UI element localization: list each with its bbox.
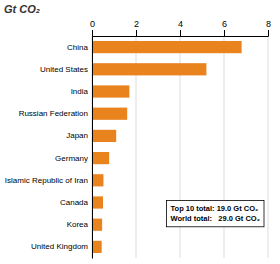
bar bbox=[92, 152, 109, 164]
y-tick-label: United States bbox=[40, 65, 88, 74]
x-tick-mark bbox=[92, 30, 93, 36]
x-tick-mark bbox=[224, 30, 225, 36]
bar bbox=[92, 108, 127, 120]
x-tick: 6 bbox=[222, 19, 227, 36]
grid-line bbox=[92, 36, 93, 258]
y-tick-label: Germany bbox=[55, 154, 88, 163]
grid bbox=[92, 36, 268, 258]
bar bbox=[92, 41, 242, 53]
x-tick-mark bbox=[136, 30, 137, 36]
y-tick: United States bbox=[40, 65, 88, 74]
x-axis-line bbox=[93, 30, 269, 37]
x-tick: 4 bbox=[178, 19, 183, 36]
y-axis-line bbox=[92, 37, 93, 259]
y-tick: Germany bbox=[55, 154, 88, 163]
bar bbox=[92, 174, 103, 186]
y-tick: China bbox=[67, 43, 88, 52]
bar bbox=[92, 85, 129, 97]
y-tick-label: Japan bbox=[66, 131, 88, 140]
x-tick: 2 bbox=[134, 19, 139, 36]
x-tick-mark bbox=[268, 30, 269, 36]
x-tick-mark bbox=[180, 30, 181, 36]
chart: Gt CO₂ 0 2 4 6 8 China United States India Russia… bbox=[0, 0, 280, 264]
annotation-text: Top 10 total: 19.0 Gt CO₂World total: 29… bbox=[171, 204, 260, 222]
x-tick: 0 bbox=[90, 19, 95, 36]
grid-line bbox=[268, 36, 269, 258]
y-tick: United Kingdom bbox=[31, 242, 88, 251]
bar bbox=[92, 196, 103, 208]
y-tick: Japan bbox=[66, 131, 88, 140]
annotation-box bbox=[167, 200, 264, 226]
y-tick: India bbox=[71, 87, 89, 96]
y-tick: Russian Federation bbox=[19, 109, 88, 118]
bar bbox=[92, 219, 102, 231]
bar bbox=[92, 241, 102, 253]
y-tick: Canada bbox=[60, 198, 89, 207]
annotation: Top 10 total: 19.0 Gt CO₂World total: 29… bbox=[167, 200, 264, 226]
y-tick: Islamic Republic of Iran bbox=[5, 176, 88, 185]
y-tick-label: Russian Federation bbox=[19, 109, 88, 118]
y-tick: Korea bbox=[67, 220, 89, 229]
y-tick-label: Canada bbox=[60, 198, 89, 207]
y-tick-label: Islamic Republic of Iran bbox=[5, 176, 88, 185]
x-tick-label: 2 bbox=[134, 19, 139, 29]
y-axis: China United States India Russian Federatio… bbox=[5, 37, 93, 259]
y-tick-label: United Kingdom bbox=[31, 242, 88, 251]
y-tick-label: China bbox=[67, 43, 88, 52]
plot: 0 2 4 6 8 China United States India Russian Fede… bbox=[5, 19, 271, 259]
annotation-line: World total: 29.0 Gt CO₂ bbox=[171, 214, 260, 223]
annotation-line: Top 10 total: 19.0 Gt CO₂ bbox=[171, 204, 259, 213]
x-tick-label: 8 bbox=[266, 19, 271, 29]
y-tick-label: India bbox=[71, 87, 89, 96]
x-axis: 0 2 4 6 8 bbox=[90, 19, 271, 37]
bar bbox=[92, 63, 206, 75]
x-tick-label: 6 bbox=[222, 19, 227, 29]
y-tick-label: Korea bbox=[67, 220, 89, 229]
x-tick-label: 0 bbox=[90, 19, 95, 29]
x-tick: 8 bbox=[266, 19, 271, 36]
bar bbox=[92, 130, 116, 142]
title: Gt CO₂ bbox=[4, 3, 40, 15]
x-tick-label: 4 bbox=[178, 19, 183, 29]
